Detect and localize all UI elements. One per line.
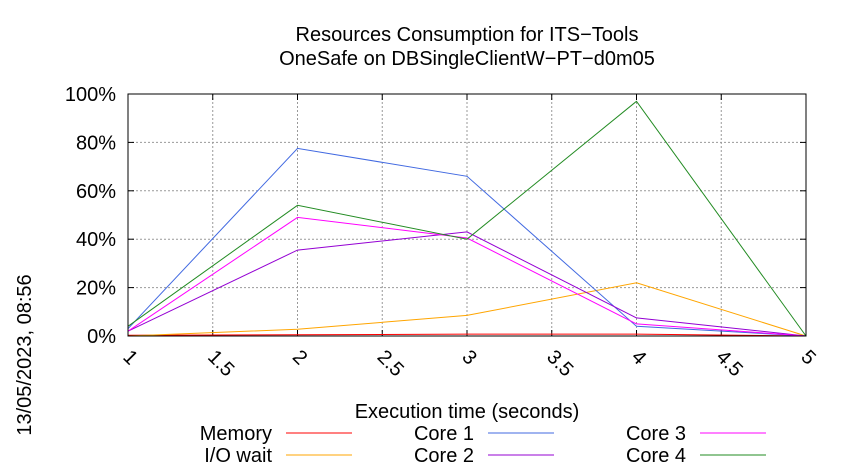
legend-label-core-2: Core 2 xyxy=(414,445,474,467)
y-tick-labels: 0% 20% 40% 60% 80% 100% xyxy=(65,84,116,348)
series-line-core-2 xyxy=(127,231,807,337)
x-tick-label: 4 xyxy=(627,346,650,369)
y-tick-label: 80% xyxy=(76,132,116,154)
series-lines xyxy=(127,100,807,337)
plot-border xyxy=(127,93,807,337)
legend-label-memory: Memory xyxy=(200,423,272,445)
x-tick-label: 2 xyxy=(288,346,311,369)
y-tick-label: 60% xyxy=(76,181,116,203)
x-tick-label: 3.5 xyxy=(542,346,577,381)
chart-subtitle: OneSafe on DBSingleClientW−PT−d0m05 xyxy=(279,48,655,70)
legend-label-core-4: Core 4 xyxy=(626,445,686,467)
x-tick-label: 1.5 xyxy=(203,346,238,381)
x-tick-label: 1 xyxy=(118,346,141,369)
x-tick-label: 4.5 xyxy=(712,346,747,381)
timestamp-label: 13/05/2023, 08:56 xyxy=(14,274,36,435)
x-tick-label: 3 xyxy=(457,346,480,369)
legend-label-i-o-wait: I/O wait xyxy=(204,445,272,467)
legend-label-core-1: Core 1 xyxy=(414,423,474,445)
series-line-memory xyxy=(127,333,807,337)
x-axis-label: Execution time (seconds) xyxy=(355,401,580,423)
y-tick-label: 40% xyxy=(76,229,116,251)
x-tick-label: 5 xyxy=(796,346,819,369)
y-tick-label: 100% xyxy=(65,84,116,106)
series-line-i-o-wait xyxy=(127,282,807,337)
x-tick-label: 2.5 xyxy=(373,346,408,381)
legend-label-core-3: Core 3 xyxy=(626,423,686,445)
y-tick-label: 20% xyxy=(76,278,116,300)
series-line-core-1 xyxy=(127,147,807,337)
series-line-core-4 xyxy=(127,100,807,337)
series-line-core-3 xyxy=(127,216,807,337)
chart-title: Resources Consumption for ITS−Tools xyxy=(296,24,639,46)
y-tick-label: 0% xyxy=(87,326,116,348)
x-tick-labels: 1 1.5 2 2.5 3 3.5 4 4.5 5 xyxy=(118,346,819,381)
grid xyxy=(127,93,807,337)
